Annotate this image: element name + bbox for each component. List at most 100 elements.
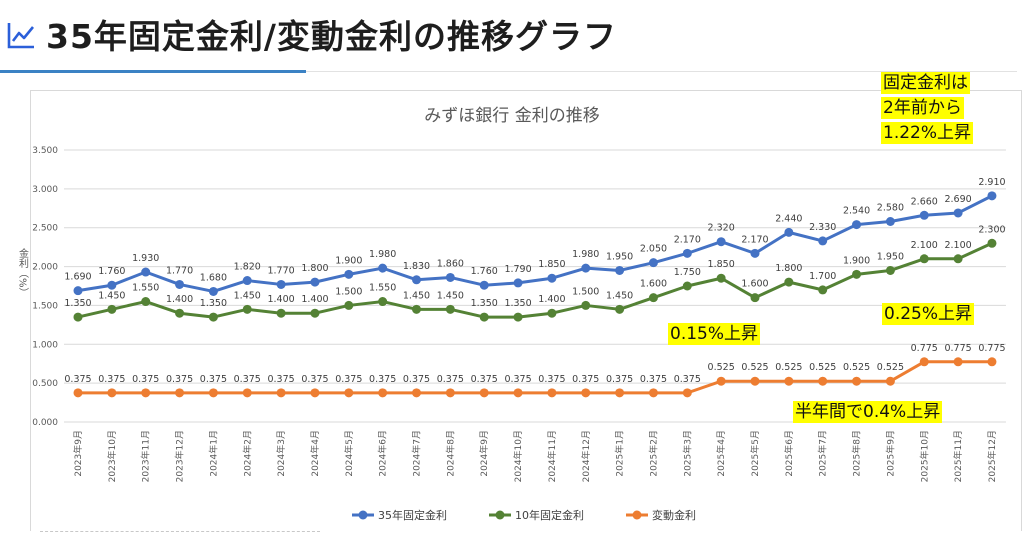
data-point xyxy=(445,388,455,398)
chart-legend: 35年固定金利 10年固定金利 変動金利 xyxy=(352,508,696,522)
x-tick-label: 2025年6月 xyxy=(783,430,795,477)
data-label: 1.550 xyxy=(369,283,396,294)
data-point xyxy=(208,286,218,296)
data-point xyxy=(615,265,625,275)
data-label: 0.775 xyxy=(911,343,938,354)
x-tick-label: 2025年5月 xyxy=(749,430,761,477)
data-label: 1.860 xyxy=(437,258,464,269)
data-point xyxy=(716,237,726,247)
data-point xyxy=(885,376,895,386)
data-point xyxy=(885,216,895,226)
callout-mid: 0.15%上昇 xyxy=(668,323,761,345)
data-label: 1.760 xyxy=(98,266,125,277)
data-point xyxy=(953,254,963,264)
data-point xyxy=(547,308,557,318)
data-label: 2.660 xyxy=(911,196,938,207)
data-point xyxy=(919,254,929,264)
data-label: 0.525 xyxy=(775,362,802,373)
data-point xyxy=(648,388,658,398)
x-tick-label: 2024年5月 xyxy=(343,430,355,477)
x-tick-label: 2024年10月 xyxy=(512,430,524,482)
data-label: 1.550 xyxy=(132,283,159,294)
data-label: 2.050 xyxy=(640,244,667,255)
data-point xyxy=(818,236,828,246)
trend-line-icon xyxy=(7,23,35,49)
data-label: 0.775 xyxy=(978,343,1005,354)
data-point xyxy=(987,191,997,201)
data-point xyxy=(648,293,658,303)
data-point xyxy=(750,293,760,303)
data-point xyxy=(682,388,692,398)
data-point xyxy=(175,308,185,318)
data-label: 1.980 xyxy=(369,249,396,260)
chart-axes: 0.000 0.500 1.000 1.500 2.000 2.500 3.000 3.500… xyxy=(17,146,998,482)
data-label: 1.760 xyxy=(471,266,498,277)
data-point xyxy=(953,208,963,218)
x-tick-label: 2024年7月 xyxy=(411,430,423,477)
data-label: 1.850 xyxy=(708,259,735,270)
x-tick-label: 2025年10月 xyxy=(918,430,930,482)
legend-label: 変動金利 xyxy=(652,508,696,522)
data-label: 0.375 xyxy=(200,374,227,385)
data-point xyxy=(242,304,252,314)
data-label: 1.400 xyxy=(301,294,328,305)
data-label: 1.600 xyxy=(741,279,768,290)
x-tick-label: 2024年9月 xyxy=(478,430,490,477)
x-tick-label: 2023年12月 xyxy=(174,430,186,482)
data-point xyxy=(107,304,117,314)
data-point xyxy=(581,388,591,398)
series-line xyxy=(77,241,993,319)
y-tick-label: 2.000 xyxy=(32,263,58,273)
data-point xyxy=(73,312,83,322)
data-point xyxy=(107,280,117,290)
data-point xyxy=(344,388,354,398)
data-label: 1.980 xyxy=(572,249,599,260)
data-point xyxy=(141,388,151,398)
data-point xyxy=(310,277,320,287)
data-label: 0.375 xyxy=(98,374,125,385)
data-point xyxy=(208,388,218,398)
data-label: 1.950 xyxy=(606,251,633,262)
data-point xyxy=(107,388,117,398)
data-point xyxy=(716,376,726,386)
data-label: 0.525 xyxy=(843,362,870,373)
x-tick-label: 2024年3月 xyxy=(275,430,287,477)
data-point xyxy=(208,312,218,322)
data-label: 1.690 xyxy=(64,272,91,283)
data-label: 0.375 xyxy=(437,374,464,385)
y-tick-label: 0.500 xyxy=(32,379,58,389)
data-label: 2.170 xyxy=(741,234,768,245)
data-label: 1.950 xyxy=(877,251,904,262)
series-line xyxy=(78,360,992,395)
data-label: 1.850 xyxy=(538,259,565,270)
data-point xyxy=(378,388,388,398)
data-point xyxy=(344,300,354,310)
x-tick-label: 2024年12月 xyxy=(580,430,592,482)
data-label: 0.525 xyxy=(708,362,735,373)
data-label: 1.900 xyxy=(335,255,362,266)
x-tick-label: 2024年2月 xyxy=(241,430,253,477)
data-label: 1.790 xyxy=(504,264,531,275)
data-point xyxy=(344,269,354,279)
callout-fixed-rate: 固定金利は 2年前から 1.22%上昇 xyxy=(881,72,974,147)
x-tick-label: 2024年4月 xyxy=(309,430,321,477)
data-label: 1.800 xyxy=(775,263,802,274)
callout-fixed-line3: 1.22%上昇 xyxy=(881,122,974,144)
data-point xyxy=(547,388,557,398)
x-tick-label: 2025年9月 xyxy=(884,430,896,477)
x-tick-label: 2025年4月 xyxy=(715,430,727,477)
data-label: 1.820 xyxy=(234,262,261,273)
y-axis-label: 金利（%） xyxy=(17,247,29,298)
data-label: 2.300 xyxy=(978,224,1005,235)
data-point xyxy=(852,376,862,386)
data-label: 0.375 xyxy=(301,374,328,385)
data-point xyxy=(175,279,185,289)
y-tick-label: 3.500 xyxy=(32,146,58,156)
data-point xyxy=(953,357,963,367)
data-label: 1.350 xyxy=(504,298,531,309)
legend-marker xyxy=(495,510,505,520)
data-label: 2.690 xyxy=(944,194,971,205)
data-point xyxy=(716,273,726,283)
x-tick-label: 2023年10月 xyxy=(106,430,118,482)
data-label: 1.830 xyxy=(403,261,430,272)
